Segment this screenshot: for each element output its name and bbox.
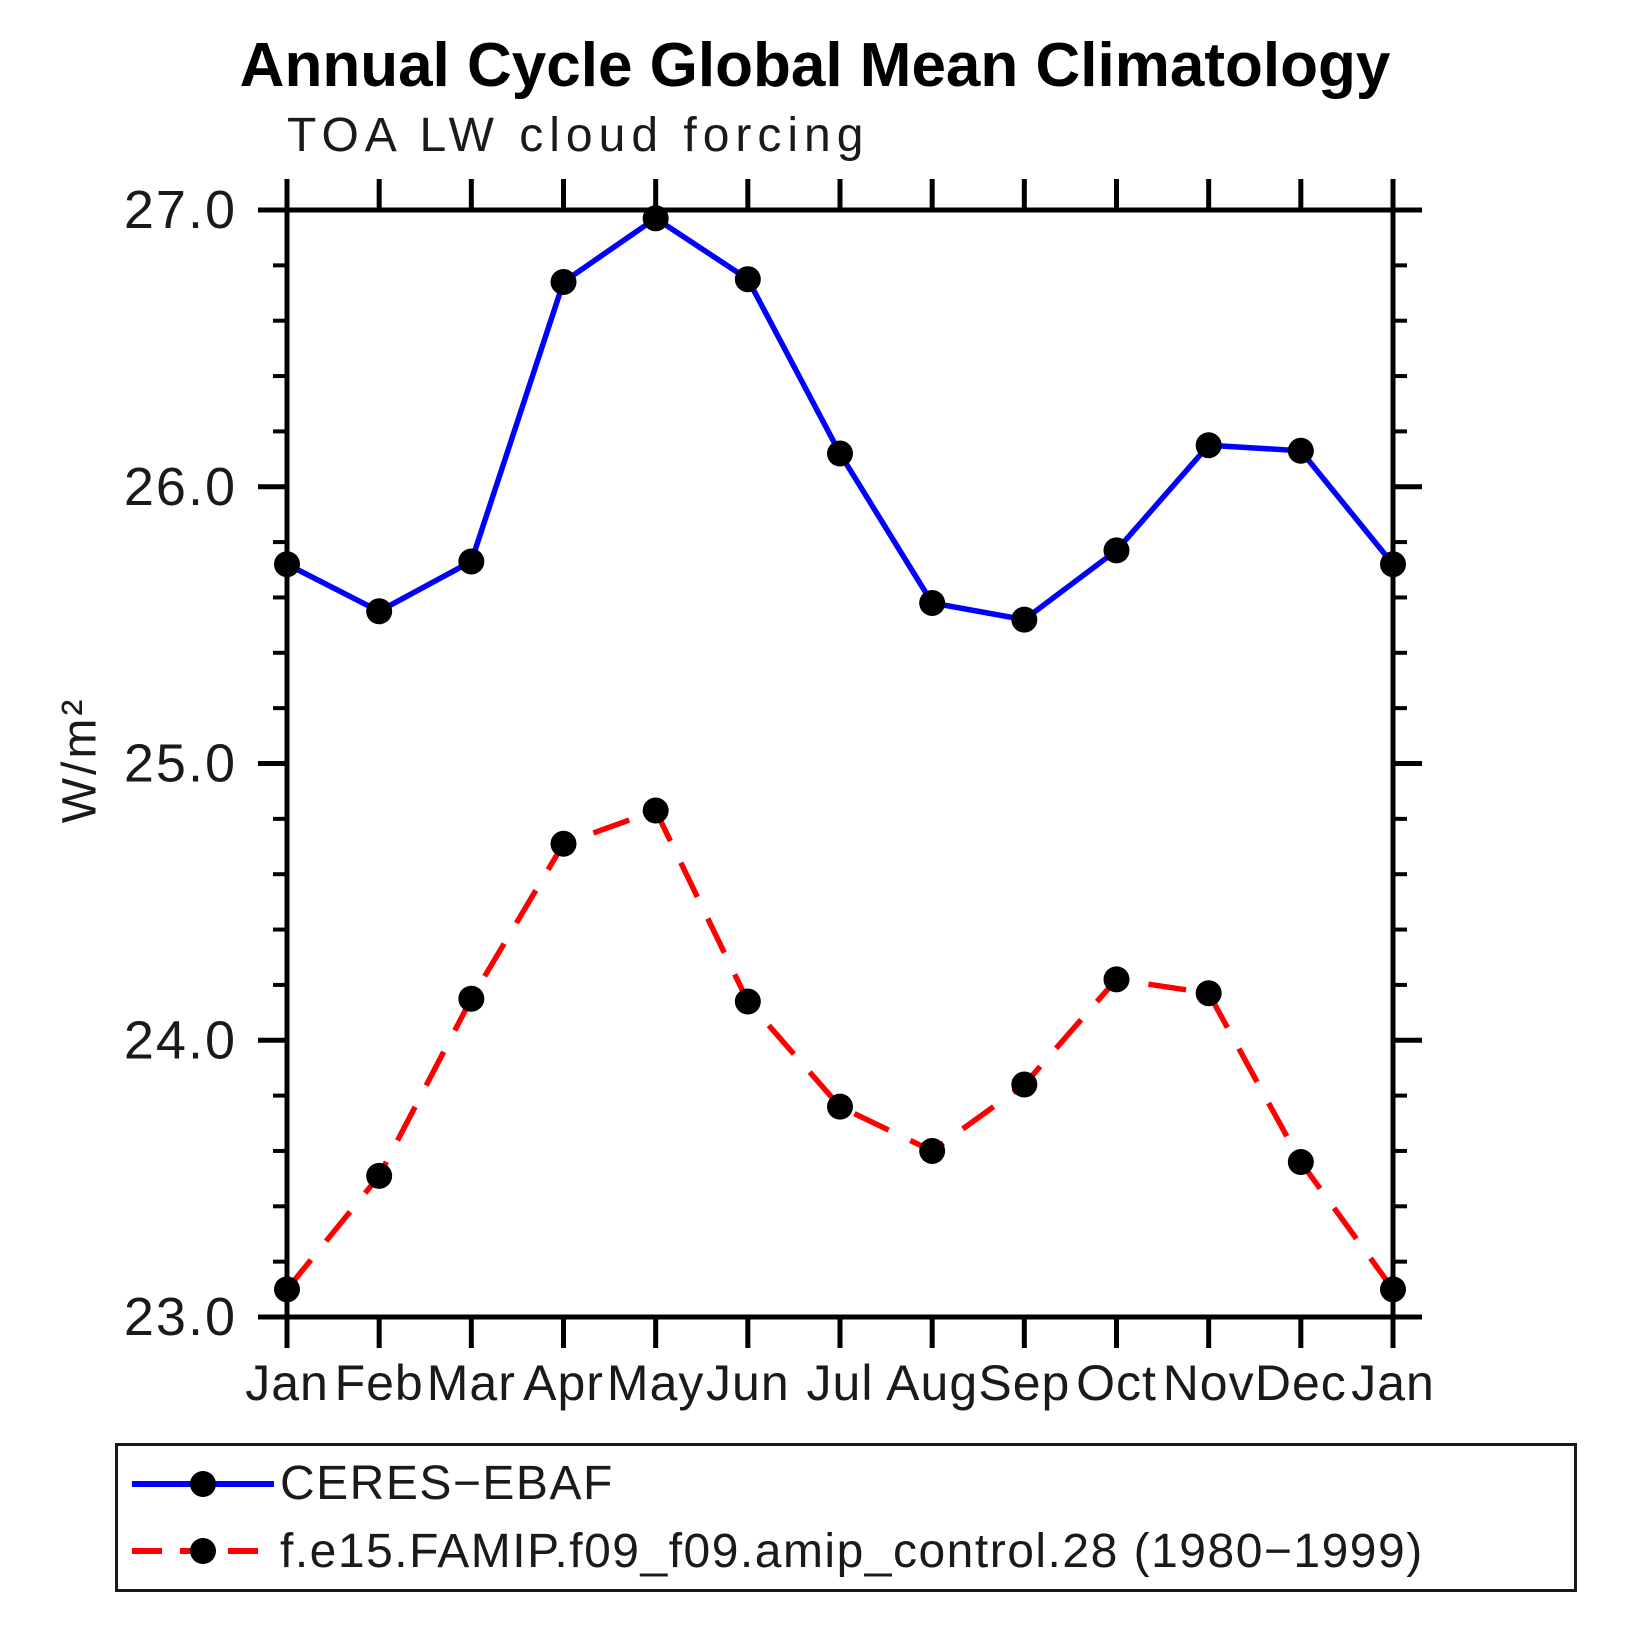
legend-marker-dot — [190, 1538, 216, 1565]
data-point-series-0 — [1195, 432, 1222, 459]
legend-marker-dot — [190, 1470, 216, 1497]
x-tick-label: Nov — [1163, 1355, 1255, 1411]
plot-border — [284, 207, 1396, 1320]
data-point-series-1 — [734, 988, 761, 1015]
data-point-series-1 — [550, 830, 577, 857]
legend-swatch-ceres-ebaf — [132, 1470, 274, 1497]
x-tick-label: Jun — [706, 1355, 790, 1411]
legend-item-ceres-ebaf: CERES−EBAF — [128, 1456, 1574, 1511]
data-point-series-0 — [827, 440, 853, 467]
x-tick-label: Jan — [245, 1355, 329, 1411]
legend-item-model-run: f.e15.FAMIP.f09_f09.amip_control.28 (198… — [128, 1524, 1574, 1579]
x-tick-label: Apr — [523, 1355, 604, 1411]
x-tick-label: May — [607, 1355, 704, 1411]
data-point-series-1 — [642, 797, 669, 824]
data-point-series-0 — [274, 551, 300, 578]
data-point-series-0 — [642, 205, 669, 232]
data-point-series-1 — [274, 1276, 300, 1303]
x-tick-label: Dec — [1255, 1355, 1347, 1411]
data-point-series-0 — [1380, 551, 1406, 578]
y-tick-label: 25.0 — [124, 734, 237, 794]
data-point-series-0 — [1011, 606, 1038, 633]
legend-label-ceres-ebaf: CERES−EBAF — [280, 1457, 614, 1511]
legend-label-model-run: f.e15.FAMIP.f09_f09.amip_control.28 (198… — [280, 1524, 1424, 1578]
data-point-series-0 — [366, 598, 393, 625]
data-point-series-0 — [1287, 437, 1314, 464]
y-tick-label: 24.0 — [124, 1010, 237, 1070]
x-tick-label: Oct — [1076, 1355, 1157, 1411]
legend-swatch-model-run — [132, 1538, 274, 1565]
data-point-series-0 — [458, 548, 485, 575]
chart-subtitle: TOA LW cloud forcing — [287, 109, 870, 162]
series-line-0 — [285, 214, 1396, 623]
data-point-series-0 — [734, 266, 761, 293]
y-tick-label: 27.0 — [124, 180, 237, 240]
series-line-1 — [284, 807, 1396, 1292]
data-point-series-1 — [458, 985, 485, 1012]
data-point-series-1 — [1287, 1149, 1314, 1176]
data-point-series-0 — [1103, 537, 1130, 564]
x-tick-label: Sep — [978, 1355, 1070, 1411]
data-point-series-1 — [919, 1137, 946, 1164]
data-point-series-0 — [919, 589, 946, 616]
data-point-series-0 — [550, 268, 577, 295]
y-tick-label: 26.0 — [124, 457, 237, 517]
data-point-series-1 — [366, 1162, 393, 1189]
x-tick-label: Feb — [335, 1355, 424, 1411]
x-tick-label: Mar — [427, 1355, 516, 1411]
data-point-series-1 — [827, 1093, 853, 1120]
data-point-series-1 — [1103, 966, 1130, 993]
data-point-series-1 — [1195, 980, 1222, 1007]
page-title: Annual Cycle Global Mean Climatology — [239, 31, 1391, 100]
data-point-series-1 — [1011, 1071, 1038, 1098]
y-tick-label: 23.0 — [124, 1287, 237, 1347]
x-tick-label: Jan — [1351, 1355, 1435, 1411]
x-tick-label: Jul — [807, 1355, 874, 1411]
legend: CERES−EBAF f.e15.FAMIP.f09_f09.amip_cont… — [115, 1443, 1577, 1592]
x-tick-label: Aug — [886, 1355, 978, 1411]
data-point-series-1 — [1380, 1276, 1406, 1303]
